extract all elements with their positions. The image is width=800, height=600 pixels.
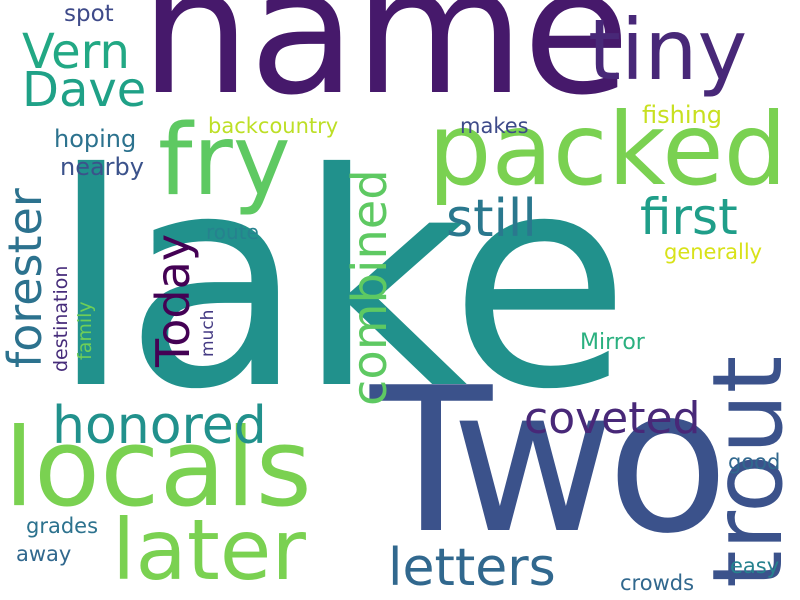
word-fishing: fishing bbox=[642, 101, 722, 129]
word-combined: combined bbox=[342, 169, 398, 406]
word-nearby: nearby bbox=[60, 153, 144, 181]
word-mirror: Mirror bbox=[580, 330, 645, 355]
word-packed: packed bbox=[428, 91, 788, 208]
word-grades: grades bbox=[26, 514, 99, 538]
word-hoping: hoping bbox=[54, 125, 137, 153]
word-tiny: tiny bbox=[588, 1, 748, 99]
word-locals: locals bbox=[4, 406, 312, 531]
word-honored: honored bbox=[52, 396, 267, 456]
word-backcountry: backcountry bbox=[208, 114, 339, 138]
word-easy: easy bbox=[730, 554, 780, 578]
word-today: Today bbox=[146, 233, 200, 367]
word-family: family bbox=[74, 301, 96, 360]
word-makes: makes bbox=[460, 114, 529, 138]
word-lake: lake bbox=[50, 110, 631, 454]
word-dave: Dave bbox=[22, 62, 147, 118]
word-still: still bbox=[446, 189, 537, 249]
word-route: route bbox=[206, 220, 259, 244]
word-letters: letters bbox=[388, 538, 556, 598]
word-later: later bbox=[112, 501, 306, 599]
word-generally: generally bbox=[664, 240, 763, 264]
word-fry: fry bbox=[158, 104, 291, 218]
word-good: good bbox=[728, 450, 781, 474]
word-name: name bbox=[140, 0, 630, 134]
word-two: Two bbox=[370, 345, 729, 578]
word-away: away bbox=[16, 542, 72, 566]
word-vern: Vern bbox=[22, 24, 130, 80]
word-coveted: coveted bbox=[524, 393, 701, 444]
word-much: much bbox=[198, 309, 218, 357]
word-forester: forester bbox=[0, 188, 52, 368]
word-crowds: crowds bbox=[620, 571, 695, 595]
word-destination: destination bbox=[50, 265, 72, 372]
word-spot: spot bbox=[64, 1, 114, 27]
word-first: first bbox=[640, 188, 738, 246]
